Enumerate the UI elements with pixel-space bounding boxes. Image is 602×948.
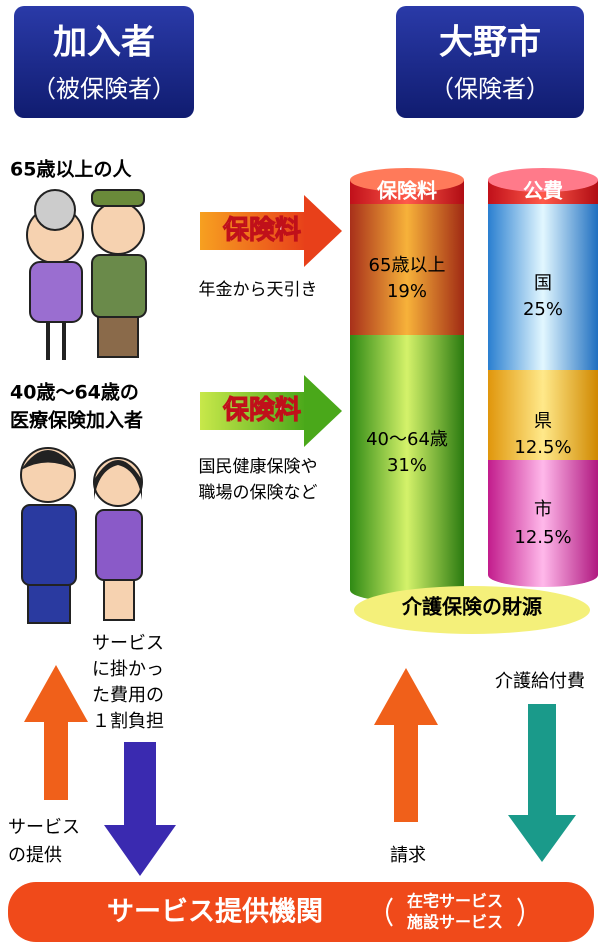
segment-share: 12.5% xyxy=(514,527,571,548)
adult-people xyxy=(20,447,143,624)
note: 職場の保険など xyxy=(199,483,318,503)
arrow xyxy=(200,212,306,250)
funding-caption: 介護保険の財源 xyxy=(401,595,542,619)
arrow-label: 保険料 xyxy=(222,215,301,246)
segment-name: 40～64歳 xyxy=(366,429,448,450)
segment-share: 25% xyxy=(523,299,563,320)
left-header-title: 加入者 xyxy=(53,23,155,63)
right-header-box xyxy=(396,6,584,118)
copay-text: に掛かっ xyxy=(92,659,164,680)
cylinder-title: 保険料 xyxy=(376,179,437,203)
benefit-text: 介護給付費 xyxy=(495,671,585,692)
up-arrow xyxy=(374,668,438,822)
group-label: 40歳～64歳の xyxy=(10,382,139,404)
right-header-title: 大野市 xyxy=(439,23,541,63)
claim-text: 請求 xyxy=(390,845,426,866)
copay-text: １割負担 xyxy=(92,711,164,732)
service-text: の提供 xyxy=(8,845,62,866)
group-label: 医療保険加入者 xyxy=(10,409,143,432)
segment-name: 県 xyxy=(534,411,552,432)
arrow xyxy=(200,392,306,430)
left-header-subtitle: （被保険者） xyxy=(32,75,176,103)
note: 年金から天引き xyxy=(199,280,318,300)
insurance-cylinder xyxy=(350,168,464,602)
arrow-head xyxy=(304,195,342,267)
copay-text: サービス xyxy=(92,633,164,654)
segment-share: 12.5% xyxy=(514,437,571,458)
right-header-subtitle: （保険者） xyxy=(430,75,550,103)
cylinder-title: 公費 xyxy=(523,179,563,203)
elderly-people xyxy=(26,189,147,360)
segment-name: 市 xyxy=(534,499,552,520)
provider-bar xyxy=(8,882,594,942)
service-text: サービス xyxy=(8,817,80,838)
down-arrow xyxy=(508,704,576,862)
left-header-box xyxy=(14,6,194,118)
caption-ellipse xyxy=(354,586,590,634)
copay-text: た費用の xyxy=(92,685,164,706)
provider-type: 在宅サービス xyxy=(407,892,503,911)
public-cylinder xyxy=(488,168,598,587)
bracket xyxy=(517,897,524,927)
provider-type: 施設サービス xyxy=(407,913,503,932)
down-arrow xyxy=(104,742,176,876)
segment-name: 65歳以上 xyxy=(369,255,446,276)
segment-share: 19% xyxy=(387,281,427,302)
arrow-head xyxy=(304,375,342,447)
provider-title: サービス提供機関 xyxy=(107,897,323,928)
arrow-label: 保険料 xyxy=(222,395,301,426)
group-label: 65歳以上の人 xyxy=(10,159,132,181)
segment-share: 31% xyxy=(387,455,427,476)
bracket xyxy=(386,897,393,927)
up-arrow xyxy=(24,665,88,800)
segment-name: 国 xyxy=(534,273,552,294)
note: 国民健康保険や xyxy=(199,457,318,477)
